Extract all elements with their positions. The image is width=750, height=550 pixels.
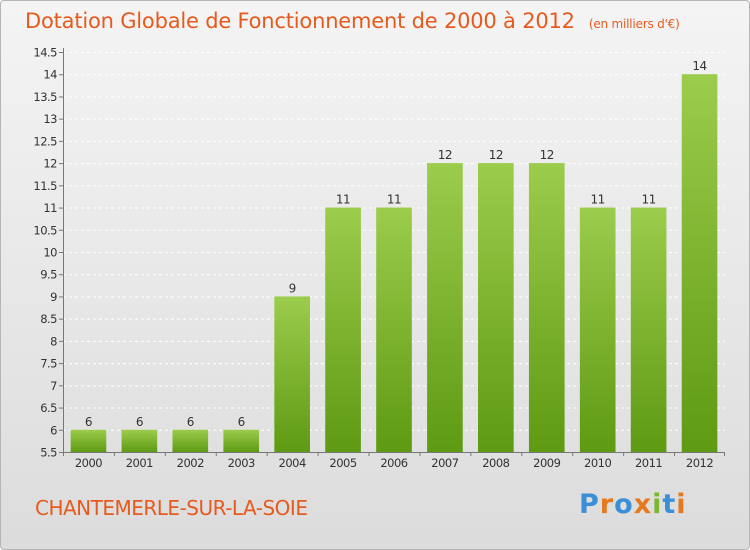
x-tick-label: 2010 (584, 456, 611, 470)
data-label: 11 (591, 193, 605, 207)
data-label: 12 (489, 148, 503, 162)
data-label: 6 (238, 415, 245, 429)
y-tick-label: 8.5 (40, 312, 57, 326)
x-tick-label: 2011 (635, 456, 662, 470)
x-tick-label: 2000 (75, 456, 102, 470)
data-label: 9 (289, 281, 296, 295)
y-tick-label: 12 (43, 157, 57, 171)
data-label: 14 (692, 59, 706, 73)
bar (223, 429, 260, 452)
data-label: 11 (336, 193, 350, 207)
bar (579, 207, 616, 452)
data-label: 11 (387, 193, 401, 207)
y-tick-label: 13 (43, 112, 57, 126)
logo-letter: o (614, 489, 634, 520)
y-tick-label: 11 (43, 201, 57, 215)
x-tick-label: 2012 (686, 456, 713, 470)
logo-letter: t (662, 489, 677, 520)
x-tick-label: 2005 (329, 456, 356, 470)
bar (325, 207, 361, 452)
logo-letter: i (676, 489, 687, 520)
x-tick-label: 2006 (380, 456, 407, 470)
y-tick-label: 13.5 (33, 90, 57, 104)
x-tick-label: 2009 (533, 456, 560, 470)
proxiti-logo: Proxiti (579, 489, 687, 520)
y-tick-label: 7.5 (40, 357, 57, 371)
x-tick-label: 2001 (126, 456, 153, 470)
logo-letter: x (633, 489, 653, 520)
axis-layer: 5.5 6 6.5 7 7.5 8 8.5 9 9.5 10 10.5 11 11.5 12 12.5 13 1… (33, 46, 725, 470)
chart-subtitle: (en milliers d'€) (588, 17, 680, 31)
bar (681, 74, 718, 452)
chart-title-text: Dotation Globale de Fonctionnement de 20… (25, 9, 575, 33)
data-label: 6 (136, 415, 143, 429)
y-tick-label: 12.5 (33, 134, 57, 148)
bar (427, 163, 463, 452)
bar (376, 207, 412, 452)
y-tick-label: 10.5 (33, 223, 57, 237)
x-tick-label: 2003 (228, 456, 255, 470)
data-label: 12 (438, 148, 452, 162)
bar-layer: 6 6 6 6 9 11 11 12 12 12 11 11 14 (70, 59, 718, 452)
commune-name: CHANTEMERLE-SUR-LA-SOIE (35, 496, 308, 520)
y-tick-label: 14 (43, 68, 57, 82)
x-tick-label: 2008 (482, 456, 509, 470)
bar (121, 429, 158, 452)
y-tick-label: 6 (50, 423, 57, 437)
x-tick-label: 2007 (431, 456, 458, 470)
y-tick-label: 9.5 (40, 268, 57, 282)
bar (274, 296, 310, 452)
data-label: 6 (85, 415, 92, 429)
y-tick-label: 14.5 (33, 46, 57, 60)
logo-letter: i (652, 489, 663, 520)
bar (172, 429, 209, 452)
chart-title: Dotation Globale de Fonctionnement de 20… (25, 9, 680, 33)
y-tick-label: 8 (50, 334, 57, 348)
logo-letter: P (579, 489, 600, 520)
y-tick-label: 5.5 (40, 446, 57, 460)
y-tick-label: 7 (50, 379, 57, 393)
x-tick-label: 2002 (177, 456, 204, 470)
data-label: 12 (540, 148, 554, 162)
y-tick-label: 10 (43, 246, 57, 260)
data-label: 6 (187, 415, 194, 429)
y-tick-label: 11.5 (33, 179, 57, 193)
bar (630, 207, 667, 452)
data-label: 11 (641, 193, 655, 207)
logo-letter: r (599, 489, 615, 520)
bar (70, 429, 107, 452)
bar (478, 163, 514, 452)
y-tick-label: 9 (50, 290, 57, 304)
x-tick-label: 2004 (279, 456, 306, 470)
y-tick-label: 6.5 (40, 401, 57, 415)
bar (528, 163, 565, 452)
